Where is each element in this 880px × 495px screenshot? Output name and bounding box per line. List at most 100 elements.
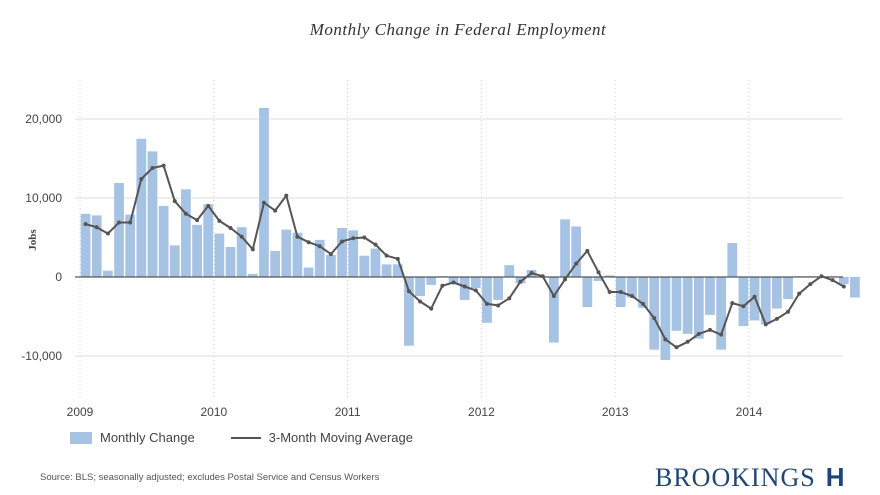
- moving-average-point: [707, 327, 712, 332]
- moving-average-point: [685, 339, 690, 344]
- moving-average-point: [451, 280, 456, 285]
- bar: [560, 219, 570, 277]
- bar: [593, 277, 604, 281]
- bar: [225, 246, 236, 277]
- moving-average-point: [752, 294, 757, 299]
- bar: [571, 226, 582, 277]
- moving-average-point: [819, 274, 824, 279]
- moving-average-point: [94, 225, 99, 230]
- bar: [259, 107, 269, 277]
- moving-average-point: [484, 301, 489, 306]
- moving-average-point: [395, 256, 400, 261]
- y-tick-label: -10,000: [21, 349, 62, 363]
- bar: [125, 214, 136, 277]
- bar: [850, 277, 860, 298]
- bar: [783, 277, 793, 300]
- bar: [247, 273, 258, 277]
- bar: [370, 248, 381, 277]
- moving-average-point: [117, 220, 122, 225]
- bar: [705, 277, 715, 315]
- moving-average-point: [429, 306, 434, 311]
- bar: [292, 232, 303, 277]
- moving-average-point: [574, 261, 579, 266]
- bar: [504, 265, 515, 277]
- bar: [326, 254, 336, 277]
- moving-average-point: [139, 177, 144, 182]
- moving-average-point: [195, 218, 200, 223]
- moving-average-point: [518, 279, 523, 284]
- moving-average-point: [105, 231, 110, 236]
- bar: [114, 182, 124, 277]
- moving-average-point: [328, 252, 333, 257]
- moving-average-point: [384, 253, 389, 258]
- bar: [214, 233, 225, 277]
- moving-average-point: [250, 247, 255, 252]
- moving-average-point: [183, 211, 188, 216]
- moving-average-point: [551, 293, 556, 298]
- moving-average-series: [83, 163, 846, 350]
- bar: [482, 277, 492, 323]
- moving-average-point: [774, 316, 779, 321]
- grid-lines: [75, 118, 843, 357]
- bar: [181, 189, 191, 277]
- moving-average-point: [473, 288, 478, 293]
- bar: [314, 239, 325, 277]
- moving-average-point: [529, 271, 534, 276]
- moving-average-point: [284, 193, 289, 198]
- bar: [604, 275, 615, 277]
- moving-average-point: [128, 220, 133, 225]
- moving-average-point: [418, 299, 423, 304]
- legend-line-label: 3-Month Moving Average: [268, 430, 413, 445]
- y-axis-label: Jobs: [27, 229, 39, 251]
- bar: [493, 277, 503, 300]
- bar-series: [80, 107, 860, 360]
- moving-average-point: [507, 296, 512, 301]
- moving-average-point: [462, 284, 467, 289]
- moving-average-point: [161, 163, 166, 168]
- bar: [236, 227, 247, 277]
- bar: [727, 243, 738, 277]
- moving-average-point: [239, 234, 244, 239]
- moving-average-point: [496, 303, 501, 308]
- brand-name: BROOKINGS: [655, 462, 816, 492]
- x-tick-label: 2012: [468, 405, 495, 419]
- moving-average-point: [652, 316, 657, 321]
- legend-item-bars: Monthly Change: [70, 430, 195, 445]
- moving-average-point: [150, 165, 155, 170]
- bar: [136, 138, 147, 277]
- moving-average-point: [596, 270, 601, 275]
- bar: [203, 204, 214, 277]
- moving-average-point: [351, 236, 356, 241]
- legend: Monthly Change 3-Month Moving Average: [70, 430, 449, 445]
- moving-average-point: [295, 234, 300, 239]
- bar: [638, 277, 648, 308]
- x-tick-label: 2013: [602, 405, 629, 419]
- moving-average-point: [83, 222, 88, 227]
- source-note: Source: BLS; seasonally adjusted; exclud…: [40, 472, 380, 483]
- moving-average-point: [674, 345, 679, 350]
- bar: [404, 277, 414, 346]
- bar: [281, 229, 292, 277]
- moving-average-point: [228, 226, 233, 231]
- brand-logo: BROOKINGS H: [655, 462, 845, 493]
- moving-average-point: [730, 301, 735, 306]
- moving-average-point: [340, 239, 345, 244]
- bar: [147, 151, 158, 277]
- bar: [426, 277, 437, 285]
- legend-bar-swatch: [70, 431, 92, 444]
- moving-average-point: [540, 274, 545, 279]
- x-tick-label: 2010: [200, 405, 227, 419]
- y-tick-label: 10,000: [25, 191, 62, 205]
- bar: [192, 224, 202, 277]
- moving-average-point: [273, 208, 278, 213]
- moving-average-point: [317, 244, 322, 249]
- bar: [169, 245, 180, 277]
- moving-average-point: [406, 289, 411, 294]
- x-tick-label: 2014: [736, 405, 763, 419]
- moving-average-point: [607, 290, 612, 295]
- y-axis-ticks: -10,000 0 10,000 20,000: [21, 112, 62, 363]
- moving-average-point: [217, 218, 222, 223]
- moving-average-point: [696, 331, 701, 336]
- moving-average-point: [362, 235, 367, 240]
- bar: [671, 277, 682, 331]
